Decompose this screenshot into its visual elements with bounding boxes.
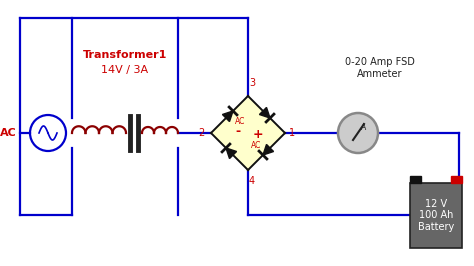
- Circle shape: [338, 113, 378, 153]
- Bar: [451, 176, 462, 183]
- Bar: [410, 183, 462, 248]
- Text: AC: AC: [235, 117, 245, 126]
- Polygon shape: [222, 111, 233, 122]
- Text: -: -: [236, 124, 241, 138]
- Text: Transformer1: Transformer1: [83, 50, 167, 60]
- Text: 2: 2: [199, 128, 205, 138]
- Text: 1: 1: [289, 128, 295, 138]
- Text: 0-20 Amp FSD
Ammeter: 0-20 Amp FSD Ammeter: [345, 57, 415, 79]
- Polygon shape: [263, 144, 273, 155]
- Text: 14V / 3A: 14V / 3A: [101, 65, 148, 75]
- Polygon shape: [211, 96, 285, 170]
- Polygon shape: [259, 107, 270, 118]
- Polygon shape: [226, 148, 237, 159]
- Text: 12 V
100 Ah
Battery: 12 V 100 Ah Battery: [418, 199, 454, 232]
- Text: 4: 4: [249, 176, 255, 186]
- Text: +: +: [253, 128, 264, 142]
- Text: 3: 3: [249, 78, 255, 88]
- Text: A: A: [361, 123, 366, 132]
- Text: AC: AC: [0, 128, 17, 138]
- Bar: [410, 176, 421, 183]
- Text: AC: AC: [251, 140, 261, 149]
